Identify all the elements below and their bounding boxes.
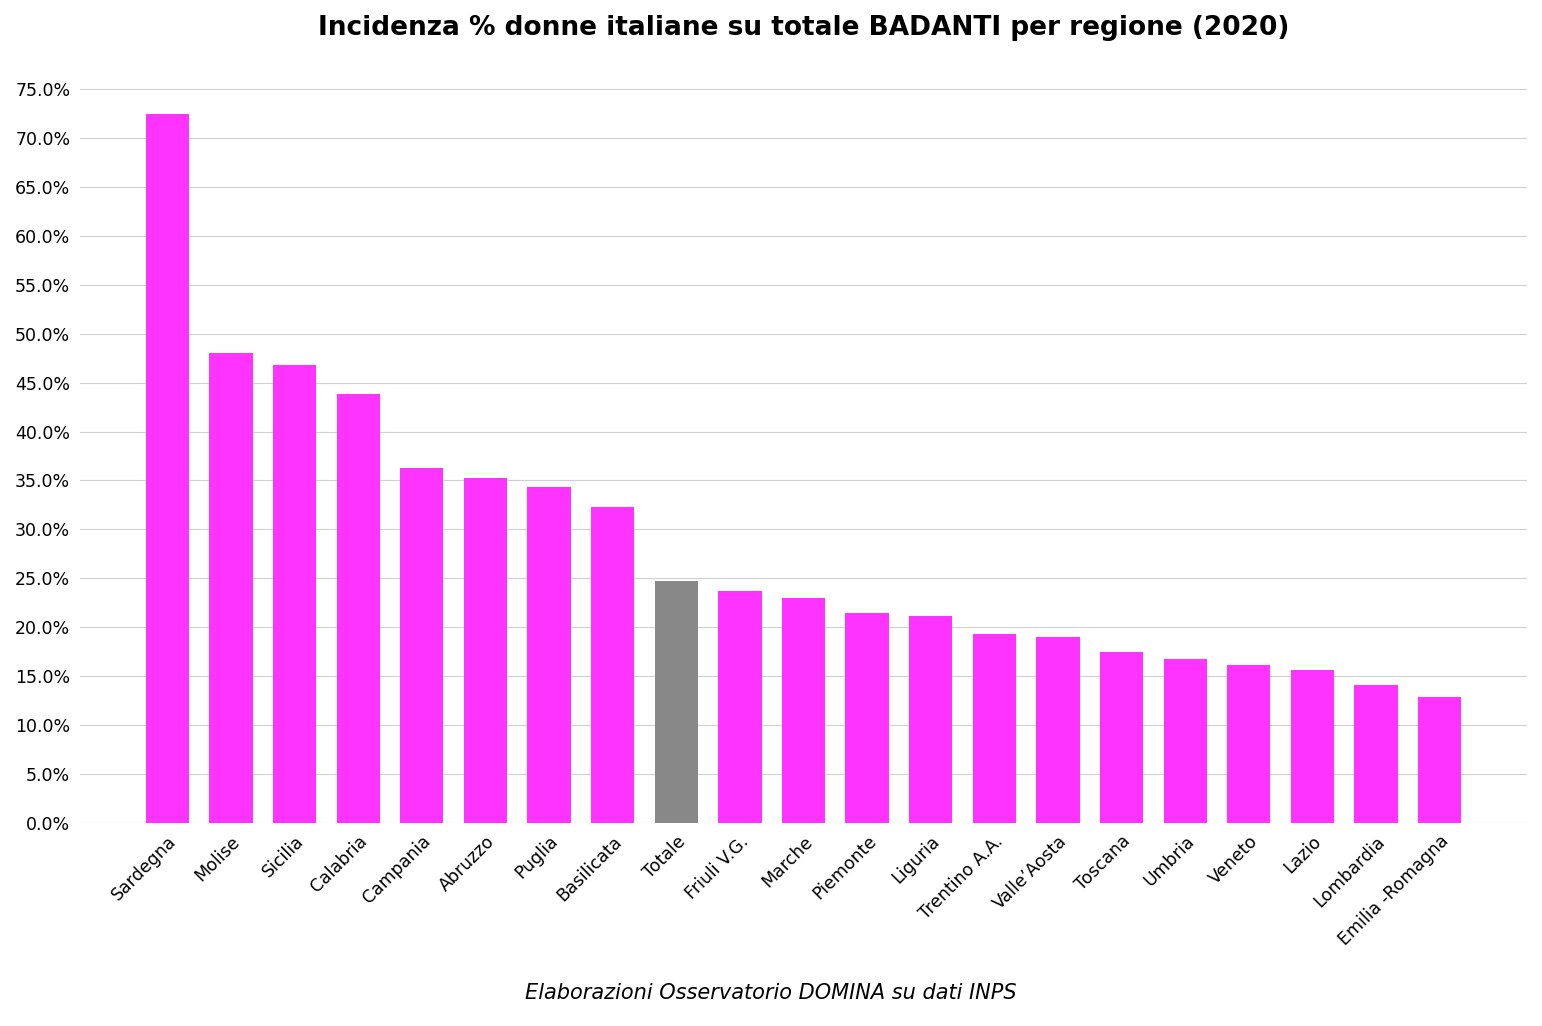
Title: Incidenza % donne italiane su totale BADANTI per regione (2020): Incidenza % donne italiane su totale BAD… [318,15,1289,41]
Bar [1036,637,1079,823]
Bar [210,353,253,823]
Bar [1227,665,1271,823]
Bar [401,468,444,823]
Bar [973,634,1016,823]
Bar [782,598,825,823]
Bar [1354,684,1397,823]
Bar [336,394,379,823]
Bar [655,581,699,823]
Bar [591,507,634,823]
Bar [146,114,190,823]
Bar [1419,698,1462,823]
Bar [1164,660,1207,823]
Bar [464,478,507,823]
Bar [1099,652,1143,823]
Bar [845,614,888,823]
Bar [273,365,316,823]
Bar [719,591,762,823]
Bar [1291,670,1334,823]
Bar [527,487,571,823]
Text: Elaborazioni Osservatorio DOMINA su dati INPS: Elaborazioni Osservatorio DOMINA su dati… [526,984,1016,1003]
Bar [910,617,953,823]
